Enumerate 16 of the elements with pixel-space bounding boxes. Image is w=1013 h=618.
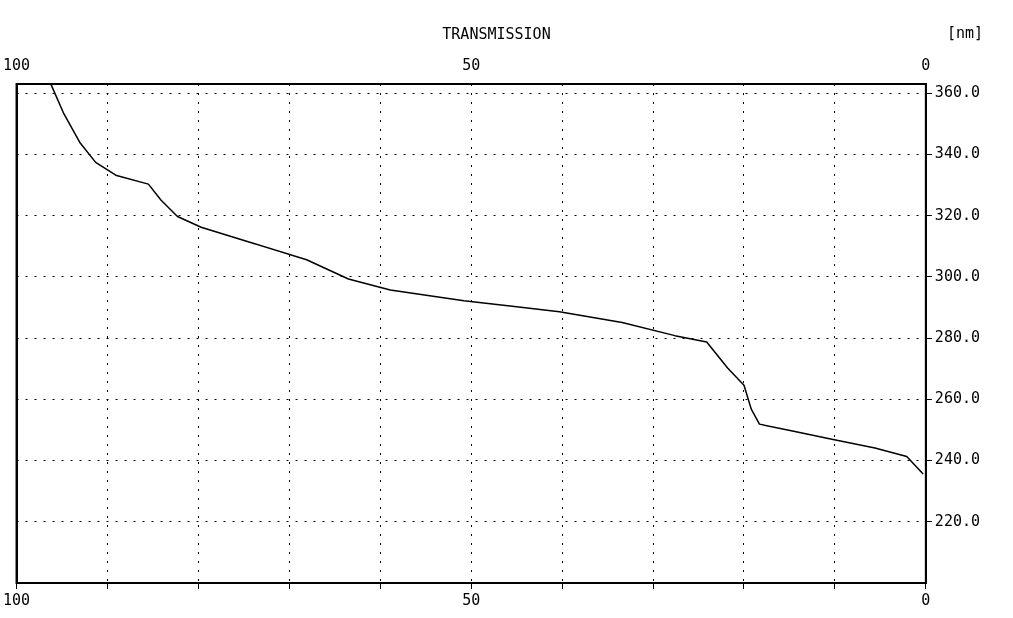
y-tick-label: 320.0 <box>934 205 980 224</box>
x-tick-label: 50 <box>462 590 481 609</box>
y-axis-title: [nm] <box>946 24 983 42</box>
y-tick-label: 220.0 <box>934 511 980 530</box>
chart-title: TRANSMISSION <box>442 24 551 43</box>
x-tick-label: 0 <box>921 590 931 609</box>
y-tick-label: 260.0 <box>934 389 980 408</box>
y-tick-label: 300.0 <box>934 266 980 285</box>
y-tick-label: 340.0 <box>934 144 980 163</box>
y-tick-label: 360.0 <box>934 83 980 102</box>
y-tick-label: 240.0 <box>934 450 980 469</box>
y-tick-label: 280.0 <box>934 327 980 346</box>
x2-tick-label: 0 <box>921 55 931 74</box>
x2-tick-label: 100 <box>3 55 31 74</box>
x-tick-label: 100 <box>3 590 31 609</box>
x2-tick-label: 50 <box>462 55 481 74</box>
